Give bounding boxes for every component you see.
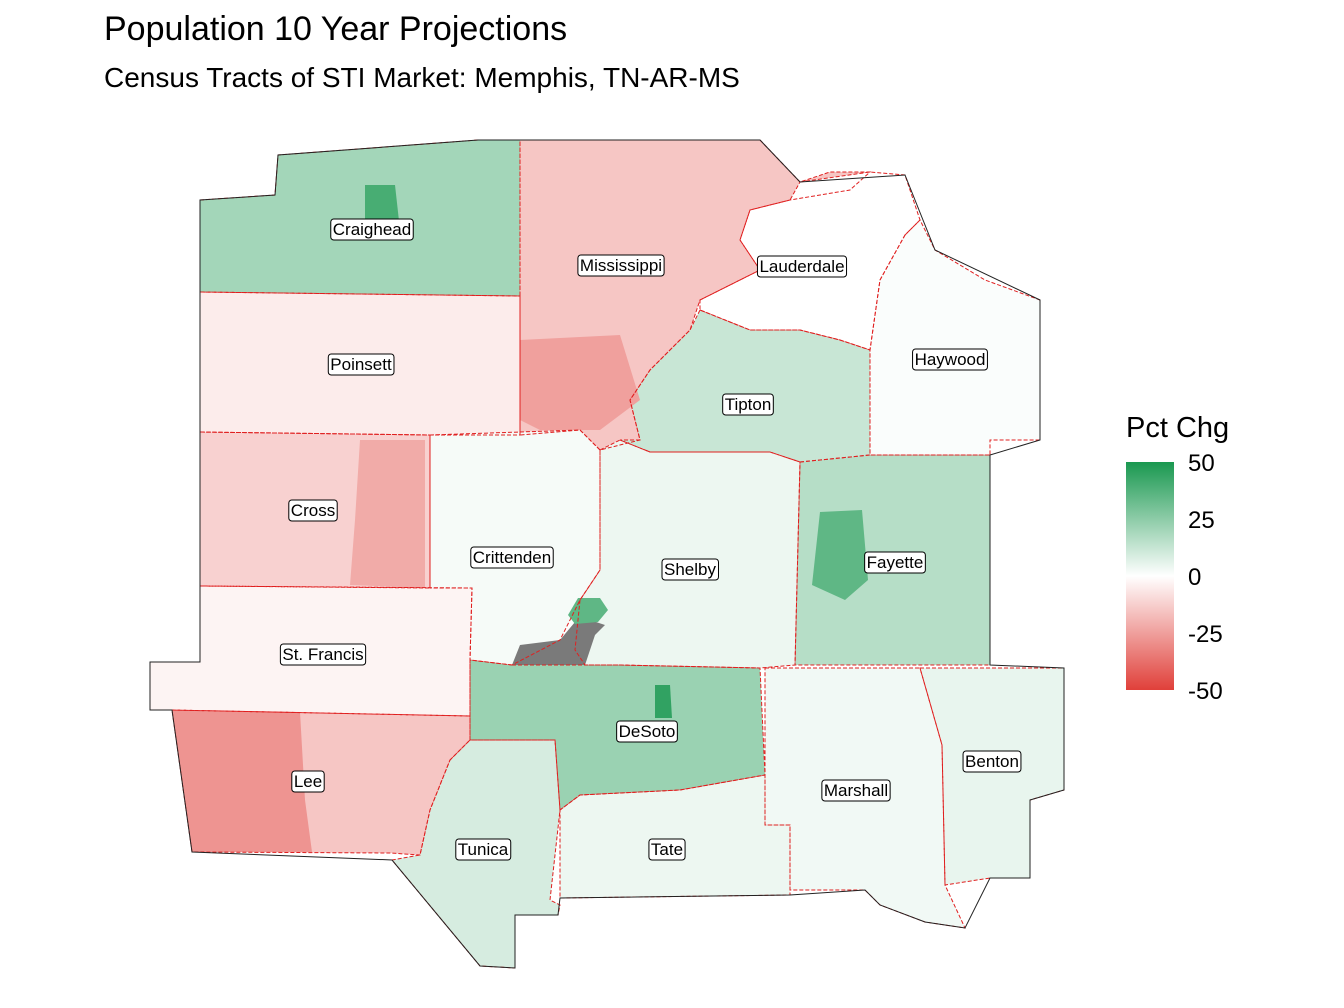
county-label-box: [962, 750, 1022, 773]
county-label-text: Lee: [294, 772, 322, 791]
county-label-text: Fayette: [867, 553, 924, 572]
county-label-text: Cross: [291, 501, 335, 520]
county-label-poinsett: Poinsett: [327, 353, 395, 376]
county-label-box: [330, 218, 414, 241]
county-label-text: Benton: [965, 752, 1019, 771]
county-label-desoto: DeSoto: [616, 720, 678, 743]
county-label-box: [821, 779, 891, 802]
county-label-lee: Lee: [291, 770, 325, 793]
legend-tick-neg25: -25: [1188, 621, 1223, 648]
county-label-mississippi: Mississippi: [577, 254, 665, 277]
tract-decline-lee: [172, 710, 312, 852]
county-label-marshall: Marshall: [821, 779, 891, 802]
tract-decline-mississippi: [520, 335, 640, 430]
county-label-fayette: Fayette: [864, 551, 926, 574]
legend-tick-neg50: -50: [1188, 678, 1223, 705]
legend-color-bar: [1126, 462, 1174, 690]
tract-high-growth-fayette: [812, 510, 868, 600]
county-label-crittenden: Crittenden: [470, 546, 554, 569]
county-region-benton: [920, 668, 1064, 885]
county-border-poinsett: [199, 291, 521, 436]
county-label-haywood: Haywood: [912, 348, 988, 371]
legend-title: Pct Chg: [1126, 412, 1230, 444]
county-label-text: Tunica: [458, 840, 509, 859]
county-label-box: [756, 255, 848, 278]
county-label-box: [455, 838, 512, 861]
county-label-box: [648, 838, 686, 861]
county-label-box: [327, 353, 395, 376]
county-label-st-francis: St. Francis: [279, 643, 367, 666]
county-label-text: Haywood: [915, 350, 986, 369]
map-subtitle: Census Tracts of STI Market: Memphis, TN…: [104, 62, 740, 93]
county-label-text: Craighead: [333, 220, 411, 239]
county-border-mississippi: [519, 139, 872, 451]
county-region-craighead: [200, 140, 520, 296]
county-label-text: DeSoto: [619, 722, 676, 741]
county-label-tipton: Tipton: [722, 393, 774, 416]
county-region-tate: [560, 775, 790, 898]
county-label-box: [470, 546, 554, 569]
county-region-tipton: [620, 310, 870, 462]
legend-tick-25: 25: [1188, 507, 1215, 534]
county-label-text: Tate: [651, 840, 683, 859]
county-region-shelby: [575, 440, 800, 668]
county-region-haywood: [870, 220, 1040, 455]
county-label-craighead: Craighead: [330, 218, 414, 241]
legend-tick-0: 0: [1188, 564, 1202, 591]
county-label-tunica: Tunica: [455, 838, 512, 861]
county-border-tate: [559, 774, 791, 899]
county-label-text: Mississippi: [580, 256, 662, 275]
county-label-text: Marshall: [824, 781, 888, 800]
county-border-shelby: [574, 439, 801, 669]
market-outline: [149, 139, 1065, 969]
county-label-box: [577, 254, 665, 277]
map-title: Population 10 Year Projections: [104, 10, 568, 48]
county-label-box: [291, 770, 325, 793]
county-label-text: Tipton: [725, 395, 772, 414]
county-label-box: [722, 393, 774, 416]
tract-no-data: [512, 620, 605, 665]
county-label-lauderdale: Lauderdale: [756, 255, 848, 278]
tract-high-growth-desoto: [655, 685, 672, 718]
county-label-box: [661, 558, 719, 581]
county-label-shelby: Shelby: [661, 558, 719, 581]
county-label-cross: Cross: [288, 499, 338, 522]
county-border-tipton: [619, 309, 871, 463]
county-label-box: [616, 720, 678, 743]
county-label-benton: Benton: [962, 750, 1022, 773]
legend-tick-50: 50: [1188, 450, 1215, 477]
county-border-cross: [199, 431, 431, 589]
tract-decline-cross: [350, 440, 425, 588]
county-label-text: Poinsett: [330, 355, 392, 374]
county-label-box: [912, 348, 988, 371]
county-label-text: Crittenden: [473, 548, 551, 567]
county-label-box: [288, 499, 338, 522]
county-label-text: Shelby: [664, 560, 716, 579]
county-label-box: [864, 551, 926, 574]
county-label-text: St. Francis: [282, 645, 363, 664]
county-label-box: [279, 643, 367, 666]
county-label-tate: Tate: [648, 838, 686, 861]
county-label-text: Lauderdale: [759, 257, 844, 276]
